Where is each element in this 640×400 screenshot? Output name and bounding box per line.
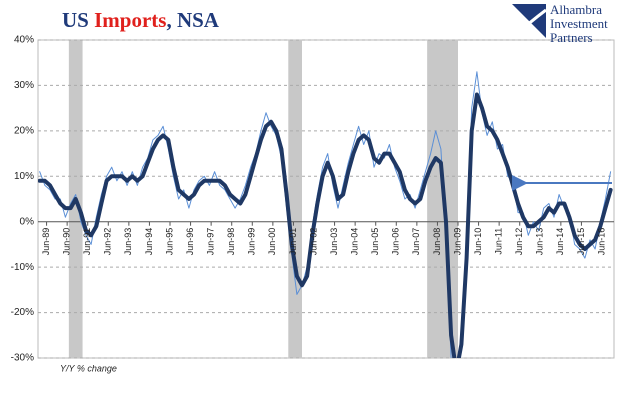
title-part: Imports xyxy=(94,8,166,32)
x-tick-label: Jun-02 xyxy=(308,228,318,256)
logo-mark xyxy=(512,4,546,38)
y-tick-label: -10% xyxy=(11,262,34,273)
x-tick-label: Jun-04 xyxy=(350,228,360,256)
x-tick-label: Jun-06 xyxy=(391,228,401,256)
x-tick-label: Jun-16 xyxy=(596,228,606,256)
x-tick-label: Jun-11 xyxy=(494,228,504,255)
logo-text: Partners xyxy=(550,30,593,45)
x-tick-label: Jun-90 xyxy=(62,228,72,256)
series-line xyxy=(39,71,612,358)
y-tick-label: 0% xyxy=(20,216,35,227)
x-tick-label: Jun-00 xyxy=(267,228,277,256)
series-line xyxy=(38,92,613,358)
x-tick-label: Jun-09 xyxy=(452,228,462,256)
x-tick-label: Jun-03 xyxy=(329,228,339,256)
x-tick-label: Jun-91 xyxy=(82,228,92,256)
logo-swoosh xyxy=(511,8,547,40)
y-tick-label: -30% xyxy=(11,353,34,364)
y-tick-label: 40% xyxy=(14,35,34,46)
y-tick-label: 20% xyxy=(14,125,34,136)
logo-text: Investment xyxy=(550,16,608,31)
x-tick-label: Jun-99 xyxy=(247,228,257,256)
y-tick-label: 30% xyxy=(14,80,34,91)
title-part: , NSA xyxy=(166,8,219,32)
x-tick-label: Jun-13 xyxy=(535,228,545,256)
x-tick-label: Jun-14 xyxy=(555,228,565,256)
x-tick-label: Jun-93 xyxy=(123,228,133,256)
y-tick-label: -20% xyxy=(11,307,34,318)
x-tick-label: Jun-12 xyxy=(514,228,524,256)
x-tick-label: Jun-10 xyxy=(473,228,483,256)
logo-text: Alhambra xyxy=(550,2,602,17)
recession-bands xyxy=(68,40,458,358)
x-tick-label: Jun-15 xyxy=(576,228,586,256)
x-tick-label: Jun-92 xyxy=(103,228,113,256)
chart-title: US Imports, NSA xyxy=(62,8,220,32)
x-tick-label: Jun-89 xyxy=(41,228,51,256)
recession-band xyxy=(288,40,302,358)
y-tick-label: 10% xyxy=(14,171,34,182)
x-tick-label: Jun-05 xyxy=(370,228,380,256)
grid xyxy=(38,39,614,359)
x-tick-label: Jun-97 xyxy=(206,228,216,256)
y-axis-label: Y/Y % change xyxy=(60,363,117,373)
x-tick-label: Jun-07 xyxy=(411,228,421,256)
title-part: US xyxy=(62,8,94,32)
x-tick-label: Jun-96 xyxy=(185,228,195,256)
x-tick-label: Jun-94 xyxy=(144,228,154,256)
plot-frame xyxy=(37,39,615,359)
x-tick-label: Jun-95 xyxy=(164,228,174,256)
x-tick-label: Jun-98 xyxy=(226,228,236,256)
x-tick-label: Jun-01 xyxy=(288,228,298,256)
lines xyxy=(38,71,613,358)
x-tick-label: Jun-08 xyxy=(432,228,442,256)
labels: -30% -20% -10% 0% 10% 20% 30% 40% Jun-89 Jun-90 Ju… xyxy=(11,35,607,364)
